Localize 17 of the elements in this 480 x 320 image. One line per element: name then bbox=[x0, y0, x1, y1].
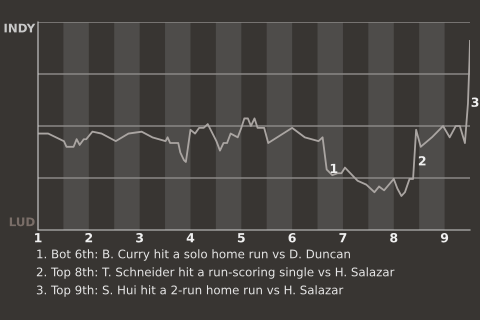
text: LUD bbox=[10, 218, 35, 226]
text: 3. Top 9th: S. Hui hit a 2-run home run vs H. Salazar bbox=[36, 285, 344, 297]
x-tick-label: 4 bbox=[186, 233, 194, 242]
x-tick-label: 2 bbox=[85, 233, 92, 242]
x-tick-label: 7 bbox=[339, 233, 346, 242]
text: 2. Top 8th: T. Schneider hit a run-scoring single vs H. Salazar bbox=[36, 267, 394, 279]
x-tick-label: 8 bbox=[390, 233, 398, 242]
x-tick-label: 5 bbox=[238, 233, 245, 242]
x-tick-label: 1 bbox=[35, 233, 42, 242]
x-tick-label: 3 bbox=[136, 233, 143, 242]
annotation: 2 bbox=[418, 156, 426, 166]
x-tick-label: 6 bbox=[288, 233, 296, 242]
annotation: 1 bbox=[330, 164, 338, 173]
annotation: 3 bbox=[472, 97, 478, 107]
x-tick-label: 9 bbox=[440, 233, 448, 242]
text: 1. Bot 6th: B. Curry hit a solo home run vs D. Duncan bbox=[37, 249, 350, 261]
text: INDY bbox=[4, 24, 36, 32]
